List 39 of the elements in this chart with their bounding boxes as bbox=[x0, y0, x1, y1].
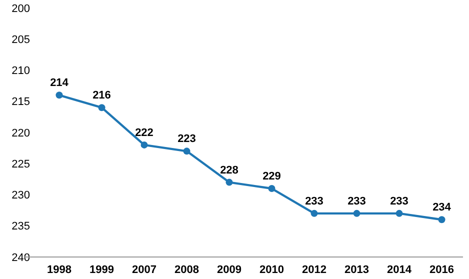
x-tick-label: 2016 bbox=[430, 264, 454, 276]
point bbox=[56, 92, 63, 99]
y-tick-label: 230 bbox=[12, 190, 30, 202]
y-tick-label: 210 bbox=[12, 65, 30, 78]
point bbox=[310, 210, 318, 217]
point bbox=[438, 216, 446, 224]
y-tick-label: 205 bbox=[12, 34, 30, 46]
x-tick-label: 2010 bbox=[260, 264, 284, 276]
point bbox=[268, 185, 276, 192]
data-label: 233 bbox=[348, 195, 366, 208]
y-tick-label: 220 bbox=[12, 127, 30, 140]
x-tick-label: 2007 bbox=[132, 264, 156, 276]
data-label: 234 bbox=[432, 202, 452, 214]
data-label: 214 bbox=[50, 77, 70, 90]
data-label: 222 bbox=[135, 126, 154, 139]
data-label: 233 bbox=[390, 195, 408, 208]
y-tick-label: 200 bbox=[12, 2, 30, 15]
y-tick-label: 225 bbox=[12, 158, 30, 170]
x-tick-label: 2012 bbox=[302, 264, 326, 276]
x-tick-label: 2013 bbox=[344, 264, 369, 276]
data-label: 216 bbox=[92, 90, 111, 102]
data-label: 228 bbox=[220, 164, 238, 176]
x-tick-label: 1998 bbox=[47, 264, 72, 276]
x-tick-label: 2014 bbox=[387, 264, 412, 276]
y-tick-label: 215 bbox=[12, 96, 30, 108]
point bbox=[183, 148, 190, 155]
y-tick-label: 235 bbox=[12, 220, 30, 233]
point bbox=[396, 210, 403, 217]
point bbox=[140, 141, 148, 148]
data-label: 233 bbox=[305, 195, 324, 208]
point bbox=[353, 210, 360, 217]
data-label: 229 bbox=[262, 170, 281, 183]
point bbox=[226, 178, 233, 186]
x-tick-label: 2008 bbox=[174, 264, 199, 276]
x-tick-label: 2009 bbox=[217, 264, 242, 276]
point bbox=[98, 104, 106, 112]
x-tick-label: 1999 bbox=[90, 264, 114, 276]
y-tick-label: 240 bbox=[12, 252, 30, 264]
data-label: 223 bbox=[178, 133, 196, 146]
